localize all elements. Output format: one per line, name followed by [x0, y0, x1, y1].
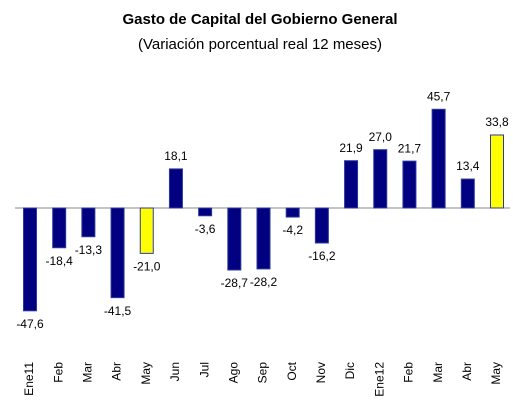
value-label: -41,5 [104, 304, 132, 318]
x-tick-label: Feb [51, 362, 65, 383]
value-label: 21,9 [339, 141, 363, 155]
bar [256, 207, 271, 270]
x-tick-label: Oct [285, 361, 299, 380]
bar [23, 207, 37, 312]
x-tick-label: Abr [460, 362, 474, 381]
x-tick-label: Jul [197, 362, 211, 377]
x-tick-label: Mar [431, 362, 445, 383]
value-label: 45,7 [427, 89, 451, 103]
value-label: 27,0 [369, 130, 393, 144]
value-label: 21,7 [398, 141, 422, 155]
bar [110, 207, 125, 299]
bar [460, 178, 475, 209]
bar [81, 207, 96, 238]
value-label: 18,1 [164, 149, 188, 163]
x-tick-label: May [489, 362, 503, 385]
bar [490, 134, 504, 209]
chart-title: Gasto de Capital del Gobierno General [122, 11, 397, 28]
value-label: -28,2 [250, 275, 278, 289]
bar [227, 207, 242, 271]
value-label: -16,2 [308, 249, 336, 263]
bar [431, 108, 446, 209]
x-tick-label: Jun [168, 362, 182, 381]
bar [168, 168, 183, 209]
x-tick-label: Sep [256, 362, 270, 384]
bar [285, 207, 300, 218]
chart-subtitle: (Variación porcentual real 12 meses) [138, 36, 382, 53]
value-label: -3,6 [195, 222, 216, 236]
x-tick-label: Abr [110, 362, 124, 381]
value-label: -47,6 [16, 317, 44, 331]
bar [52, 207, 67, 249]
x-tick-label: Ene11 [22, 362, 36, 396]
bar [344, 160, 359, 209]
value-label: -18,4 [46, 254, 74, 268]
value-label: -21,0 [133, 260, 161, 274]
x-tick-label: May [139, 362, 153, 385]
bar [198, 207, 213, 217]
value-label: -13,3 [75, 243, 103, 257]
x-tick-label: Mar [81, 362, 95, 383]
bar [373, 149, 388, 209]
value-label: 13,4 [456, 159, 480, 173]
bar [402, 160, 417, 209]
value-label: 33,8 [485, 115, 509, 129]
x-tick-label: Nov [314, 362, 328, 383]
bar [314, 207, 329, 244]
value-label: -4,2 [282, 223, 303, 237]
value-label: -28,7 [221, 276, 249, 290]
x-tick-label: Ago [226, 362, 240, 384]
x-tick-label: Feb [402, 362, 416, 383]
bar [139, 207, 154, 254]
x-tick-label: Dic [343, 362, 357, 379]
x-tick-label: Ene12 [372, 362, 386, 397]
